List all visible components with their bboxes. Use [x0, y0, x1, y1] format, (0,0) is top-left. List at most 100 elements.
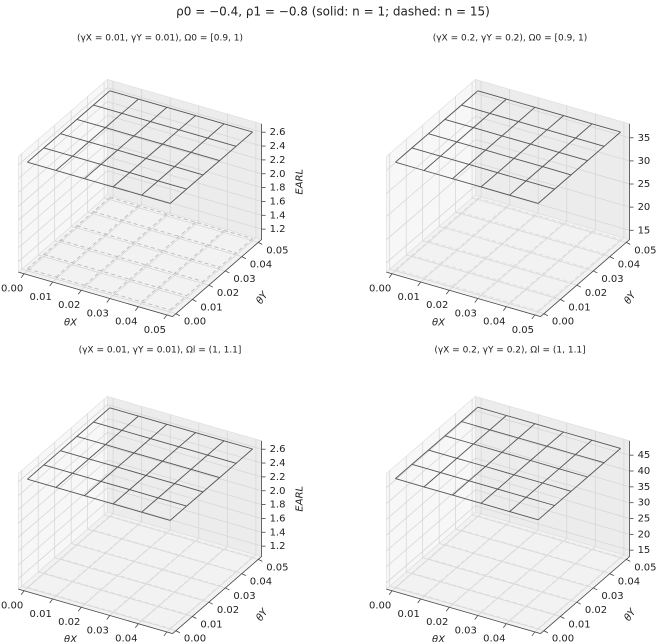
wireframe-col [395, 406, 479, 479]
grid-line [420, 89, 511, 283]
x-tick [417, 598, 421, 604]
z-axis-label: EARL [295, 169, 306, 195]
grid-line [448, 97, 539, 291]
x-tick-label: 0.04 [115, 634, 137, 642]
grid-line [438, 110, 594, 272]
z-tick-label: 25 [638, 179, 651, 190]
grid-line [21, 153, 176, 315]
grid-line [477, 422, 568, 616]
x-tick [20, 273, 25, 278]
x-tick [445, 289, 450, 295]
y-tick [609, 256, 614, 260]
x-tick-label: 0.02 [426, 617, 448, 628]
wireframe-row [43, 147, 187, 190]
z-tick-label: 2.4 [270, 458, 286, 469]
y-axis-label: θY [254, 606, 271, 623]
z-axis-label: EARL [295, 486, 306, 512]
grid-line [405, 139, 561, 300]
y-tick-label: 0.01 [200, 619, 222, 630]
grid-line [389, 470, 544, 632]
x-tick-label: 0.05 [144, 325, 166, 336]
y-tick-label: 0.02 [585, 605, 607, 616]
grid-line [166, 122, 257, 316]
grid-line [80, 414, 171, 608]
z-tick-label: 1.2 [270, 541, 286, 552]
grid-line [54, 125, 209, 286]
wireframe-col [55, 415, 139, 488]
x-axis [386, 588, 541, 634]
grid-line [70, 427, 226, 589]
y-tick-label: 0.04 [250, 577, 272, 588]
x-tick [531, 314, 536, 320]
x-tick [77, 606, 82, 612]
z-tick-label: 1.4 [270, 527, 286, 538]
subplot-title: (γX = 0.2, γY = 0.2), Ωl = (1, 1.1] [434, 346, 585, 356]
y-tick-label: 0.04 [618, 577, 640, 588]
wireframe-row [43, 572, 187, 615]
wireframe-col [112, 432, 196, 505]
x-axis-label: θX [64, 317, 78, 328]
x-axis-label: θX [64, 634, 78, 642]
grid-line [438, 427, 594, 589]
grid-line [386, 457, 630, 536]
y-tick-label: 0.00 [184, 317, 206, 328]
grid-line [534, 122, 625, 316]
y-tick [208, 601, 214, 605]
z-tick-label: 15 [638, 225, 651, 236]
y-tick-label: 0.05 [266, 562, 288, 573]
y-tick-label: 0.03 [601, 591, 623, 602]
y-tick-label: 0.00 [184, 634, 206, 642]
wireframe-row [428, 133, 572, 176]
wireframe-row [76, 543, 220, 587]
wireframe-row [428, 449, 572, 492]
wireframe-row [411, 254, 555, 297]
y-tick-label: 0.04 [250, 260, 272, 271]
x-tick-label: 0.01 [30, 609, 52, 620]
grid-line [18, 170, 262, 249]
x-tick-label: 0.02 [58, 300, 80, 311]
wireframe-row [93, 421, 237, 464]
x-tick [20, 590, 25, 595]
wireframe-row [428, 558, 572, 601]
wireframe-row [411, 572, 555, 615]
x-tick [106, 615, 111, 620]
grid-line [109, 422, 200, 616]
y-tick [593, 587, 598, 591]
grid-line [448, 414, 539, 608]
grid-line [506, 114, 596, 307]
grid-line [455, 96, 610, 257]
y-tick-label: 0.01 [568, 619, 590, 630]
x-tick-label: 0.01 [398, 292, 420, 303]
grid-line [18, 87, 262, 166]
y-tick [192, 616, 197, 619]
x-tick-label: 0.00 [369, 601, 391, 612]
z-tick-label: 30 [638, 498, 651, 509]
grid-line [18, 501, 262, 579]
grid-line [391, 81, 482, 274]
x-axis [18, 271, 173, 317]
z-tick-label: 2.2 [270, 155, 286, 166]
wireframe-row [477, 197, 621, 240]
wireframe-row [428, 240, 572, 283]
x-tick-label: 0.04 [483, 634, 505, 642]
y-tick-label: 0.05 [266, 245, 288, 256]
wireframe-row [477, 515, 621, 558]
y-axis [172, 239, 262, 317]
z-tick-label: 30 [638, 156, 651, 167]
grid-line [18, 128, 262, 207]
z-tick-label: 2.0 [270, 169, 286, 180]
y-tick [258, 242, 263, 245]
x-tick-label: 0.05 [512, 325, 534, 336]
x-tick [163, 631, 168, 637]
z-tick-label: 1.8 [270, 183, 286, 194]
grid-line [87, 413, 242, 574]
grid-line [471, 399, 627, 560]
wireframe-col [452, 423, 536, 496]
y-tick-label: 0.01 [200, 302, 222, 313]
wireframe-col [84, 106, 168, 180]
wireframe-col [84, 423, 168, 497]
subplot-title: (γX = 0.2, γY = 0.2), Ω0 = [0.9, 1) [433, 34, 588, 44]
wireframe-col [423, 415, 507, 488]
wireframe-row [27, 268, 171, 311]
